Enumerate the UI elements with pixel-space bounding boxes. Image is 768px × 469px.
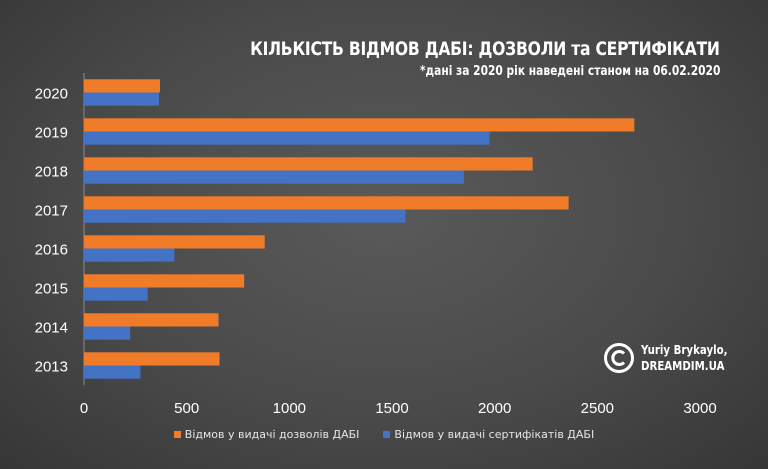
bar-certificates (84, 92, 159, 106)
y-tick-label: 2013 (35, 359, 68, 376)
bar-certificates (84, 170, 464, 184)
legend-item-certificates: Відмов у видачі сертифікатів ДАБІ (383, 428, 594, 441)
bar-certificates (84, 131, 490, 145)
bar-permits (84, 313, 219, 327)
chart-legend: Відмов у видачі дозволів ДАБІ Відмов у в… (0, 428, 768, 441)
chart-title: КІЛЬКІСТЬ ВІДМОВ ДАБІ: ДОЗВОЛИ та СЕРТИФ… (250, 38, 720, 60)
x-tick-label: 500 (174, 400, 199, 417)
legend-swatch-certificates (383, 431, 391, 438)
x-tick-label: 1500 (375, 400, 408, 417)
y-tick-label: 2017 (35, 203, 68, 220)
bar-permits (84, 79, 160, 93)
watermark-author: Yuriy Brykaylo, (641, 343, 728, 357)
y-tick-label: 2019 (35, 125, 68, 142)
legend-item-permits: Відмов у видачі дозволів ДАБІ (173, 428, 360, 441)
bar-permits (84, 235, 265, 249)
bar-certificates (84, 365, 141, 379)
y-tick-label: 2016 (35, 242, 68, 259)
legend-label-permits: Відмов у видачі дозволів ДАБІ (184, 428, 360, 441)
y-tick-label: 2018 (35, 164, 68, 181)
bar-permits (84, 157, 533, 171)
y-tick-label: 2020 (35, 86, 68, 103)
bar-certificates (84, 287, 148, 301)
bar-permits (84, 352, 220, 366)
bar-permits (84, 274, 245, 288)
bar-certificates (84, 326, 131, 340)
x-tick-label: 0 (80, 400, 88, 417)
x-tick-label: 2500 (581, 400, 614, 417)
copyright-icon (604, 343, 634, 373)
y-tick-label: 2015 (35, 281, 68, 298)
bar-permits (84, 196, 569, 210)
watermark: Yuriy Brykaylo, DREAMDIM.UA (603, 342, 743, 374)
x-tick-label: 1000 (273, 400, 306, 417)
y-tick-label: 2014 (35, 320, 68, 337)
x-tick-label: 3000 (683, 400, 716, 417)
bar-permits (84, 118, 635, 132)
legend-label-certificates: Відмов у видачі сертифікатів ДАБІ (394, 428, 595, 441)
chart-subtitle: *дані за 2020 рік наведені станом на 06.… (419, 64, 720, 79)
bar-certificates (84, 209, 406, 223)
bar-certificates (84, 248, 175, 262)
legend-swatch-permits (173, 431, 181, 438)
watermark-site: DREAMDIM.UA (641, 359, 725, 373)
x-tick-label: 2000 (478, 400, 511, 417)
